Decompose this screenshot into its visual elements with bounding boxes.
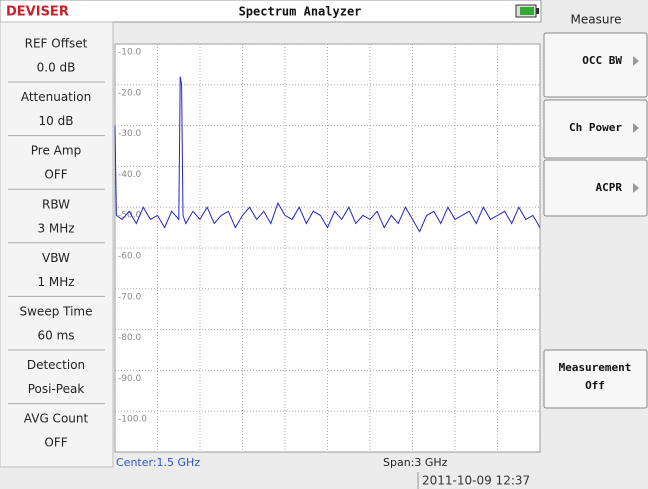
y-tick-label: -100.0 bbox=[118, 415, 147, 425]
parameter-label: RBW bbox=[42, 197, 70, 211]
parameter-label: Sweep Time bbox=[20, 305, 93, 319]
parameter-panel bbox=[0, 21, 114, 468]
span: Span:3 GHz bbox=[383, 456, 448, 469]
softkey[interactable] bbox=[543, 99, 648, 159]
y-tick-label: -80.0 bbox=[118, 333, 142, 343]
softkey-label: OCC BW bbox=[582, 54, 622, 67]
parameter-value: 3 MHz bbox=[37, 221, 74, 235]
softkey[interactable] bbox=[543, 349, 648, 409]
parameter-label: REF Offset bbox=[25, 37, 88, 51]
parameter-label: AVG Count bbox=[24, 412, 89, 426]
parameter-label: Pre Amp bbox=[31, 144, 81, 158]
parameter-value: 0.0 dB bbox=[37, 61, 76, 75]
datetime: 2011-10-09 12:37 bbox=[422, 474, 530, 488]
battery-icon bbox=[515, 4, 539, 18]
arrow-icon bbox=[633, 183, 639, 193]
menu-title: Measure bbox=[571, 13, 622, 27]
parameter-label: Attenuation bbox=[21, 90, 91, 104]
y-tick-label: -70.0 bbox=[118, 292, 142, 302]
softkey-state: Off bbox=[585, 379, 605, 392]
y-tick-label: -20.0 bbox=[118, 88, 142, 98]
softkey-label: ACPR bbox=[596, 181, 623, 194]
parameter-value: Posi-Peak bbox=[28, 382, 85, 396]
center-frequency: Center:1.5 GHz bbox=[116, 456, 200, 469]
app-title: Spectrum Analyzer bbox=[239, 5, 362, 19]
parameter-value: OFF bbox=[44, 436, 67, 450]
logo: DEVISER bbox=[6, 5, 69, 20]
y-tick-label: -40.0 bbox=[118, 170, 142, 180]
softkey[interactable] bbox=[543, 32, 648, 98]
softkey-label: Measurement bbox=[559, 361, 632, 374]
parameter-value: 60 ms bbox=[37, 329, 74, 343]
arrow-icon bbox=[633, 56, 639, 66]
y-tick-label: -60.0 bbox=[118, 252, 142, 262]
y-tick-label: -90.0 bbox=[118, 374, 142, 384]
softkey[interactable] bbox=[543, 159, 648, 217]
title-bar bbox=[0, 0, 542, 23]
y-tick-label: -10.0 bbox=[118, 48, 142, 58]
trace bbox=[114, 76, 541, 233]
parameter-label: Detection bbox=[27, 358, 85, 372]
parameter-label: VBW bbox=[42, 251, 70, 265]
arrow-icon bbox=[633, 123, 639, 133]
parameter-value: 1 MHz bbox=[37, 275, 74, 289]
y-tick-label: -30.0 bbox=[118, 129, 142, 139]
softkey-label: Ch Power bbox=[569, 121, 622, 134]
y-tick-label: -50.0 bbox=[118, 211, 142, 221]
parameter-value: 10 dB bbox=[39, 114, 74, 128]
parameter-value: OFF bbox=[44, 168, 67, 182]
